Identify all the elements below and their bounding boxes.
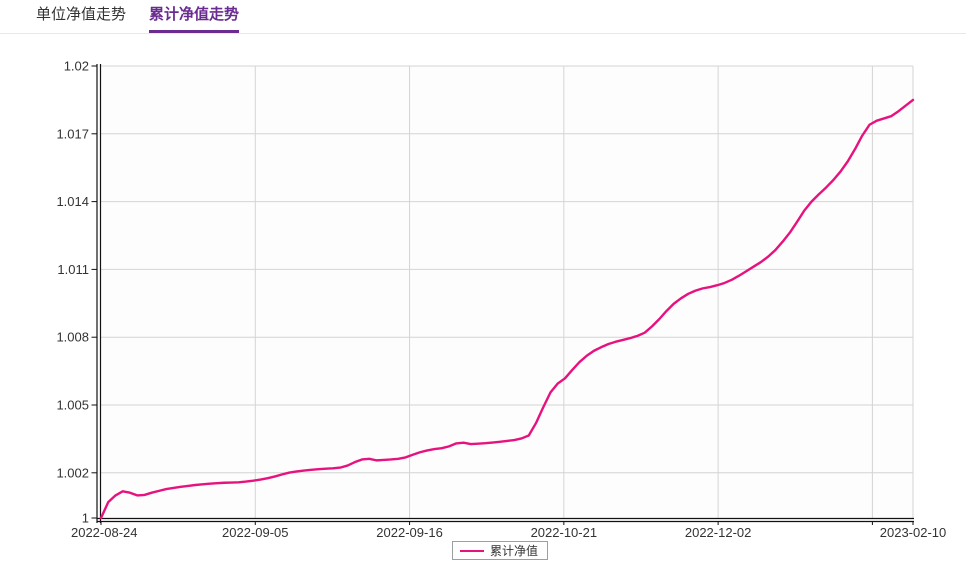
y-axis-label: 1.005 — [56, 398, 89, 413]
tab-unit-nav[interactable]: 单位净值走势 — [36, 6, 127, 23]
nav-tabbar: 单位净值走势 累计净值走势 — [0, 0, 966, 34]
tab-cumulative-nav[interactable]: 累计净值走势 — [149, 7, 240, 33]
legend-cumulative-nav[interactable]: 累计净值 — [452, 541, 549, 560]
y-axis-label: 1.008 — [56, 330, 89, 345]
x-axis-label: 2023-02-10 — [880, 525, 947, 540]
y-axis-label: 1.014 — [56, 194, 89, 209]
y-axis-label: 1 — [82, 511, 89, 526]
x-axis-label: 2022-09-05 — [222, 525, 289, 540]
legend-label: 累计净值 — [490, 543, 539, 558]
x-axis-label: 2022-08-24 — [71, 525, 138, 540]
x-axis-label: 2022-10-21 — [531, 525, 598, 540]
cumulative-nav-line — [99, 98, 915, 520]
y-axis-label: 1.002 — [56, 465, 89, 480]
plot-area — [101, 66, 913, 518]
y-axis-label: 1.011 — [57, 262, 89, 277]
x-axis-label: 2022-12-02 — [685, 525, 752, 540]
y-axis-label: 1.02 — [64, 59, 89, 74]
legend-line-sample — [460, 549, 484, 552]
x-axis-label: 2022-09-16 — [376, 525, 443, 540]
y-axis-label: 1.017 — [56, 126, 89, 141]
